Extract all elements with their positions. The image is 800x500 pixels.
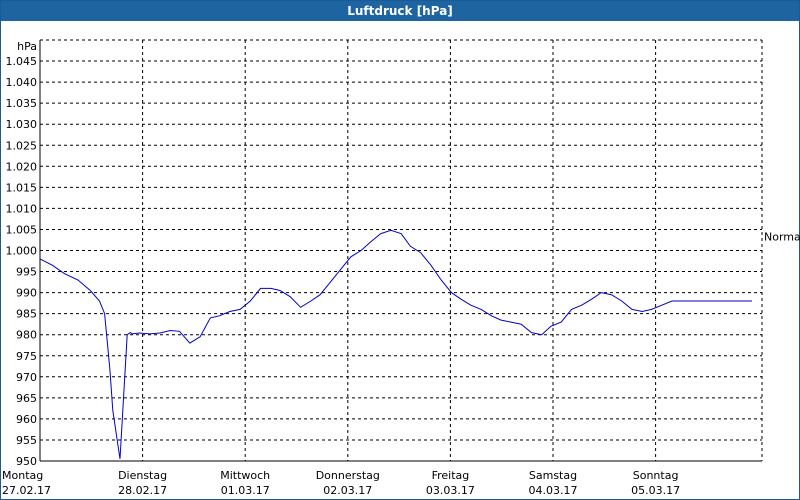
reference-label: Normal — [764, 231, 800, 244]
y-tick-label: 950 — [16, 455, 37, 468]
y-tick-label: 1.045 — [6, 55, 38, 68]
y-tick-label: 1.025 — [6, 139, 38, 152]
y-tick-label: 1.005 — [6, 223, 38, 236]
x-tick-date: 28.02.17 — [118, 484, 167, 497]
y-tick-label: 1.040 — [6, 76, 38, 89]
x-tick-day-name: Samstag — [529, 469, 577, 482]
x-tick-date: 01.03.17 — [221, 484, 270, 497]
y-tick-label: 975 — [16, 350, 37, 363]
x-tick-day-name: Montag — [2, 469, 43, 482]
x-tick-date: 27.02.17 — [2, 484, 51, 497]
y-tick-label: 1.020 — [6, 160, 38, 173]
y-tick-label: 1.035 — [6, 97, 38, 110]
x-tick-day-name: Donnerstag — [316, 469, 380, 482]
y-tick-label: 980 — [16, 329, 37, 342]
y-tick-label: 985 — [16, 308, 37, 321]
y-tick-label: 960 — [16, 413, 37, 426]
x-tick-day-name: Mittwoch — [220, 469, 270, 482]
x-tick-day-name: Freitag — [432, 469, 470, 482]
x-tick-date: 03.03.17 — [426, 484, 475, 497]
x-tick-date: 04.03.17 — [529, 484, 578, 497]
y-tick-label: 1.030 — [6, 118, 38, 131]
y-tick-label: 970 — [16, 371, 37, 384]
x-tick-day-name: Dienstag — [118, 469, 167, 482]
x-tick-date: 02.03.17 — [323, 484, 372, 497]
y-tick-label: 965 — [16, 392, 37, 405]
series-line — [39, 229, 752, 459]
chart-title: Luftdruck [hPa] — [1, 1, 799, 21]
x-tick-date: 05.03.17 — [631, 484, 680, 497]
y-tick-label: 990 — [16, 287, 37, 300]
y-axis-label: hPa — [17, 40, 37, 53]
x-tick-day-name: Sonntag — [633, 469, 679, 482]
y-tick-label: 1.010 — [6, 202, 38, 215]
y-tick-label: 995 — [16, 266, 37, 279]
y-tick-label: 1.015 — [6, 181, 38, 194]
y-tick-label: 955 — [16, 434, 37, 447]
y-tick-label: 1.000 — [6, 245, 38, 258]
